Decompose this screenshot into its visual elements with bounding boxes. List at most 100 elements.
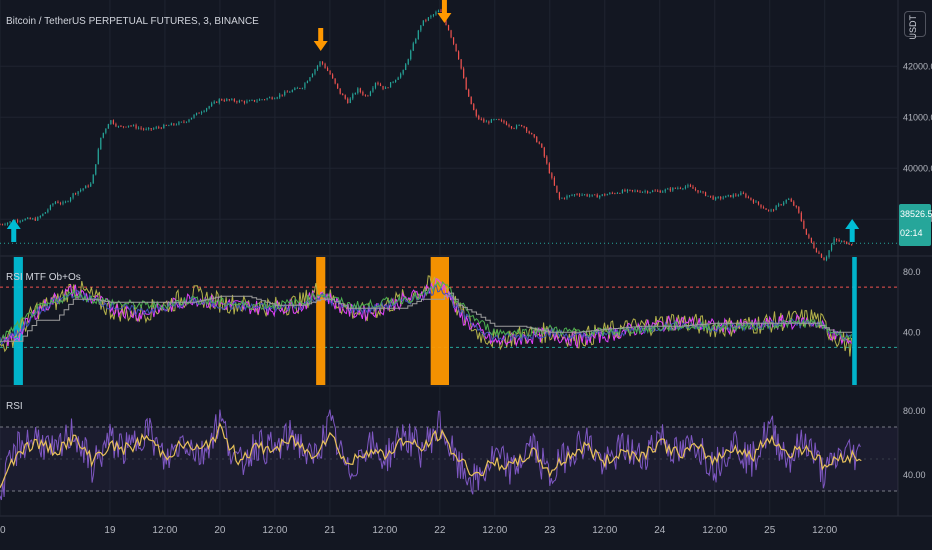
rsi-line	[0, 409, 861, 501]
candle-body	[110, 120, 112, 125]
candle-body	[316, 65, 319, 70]
candle-body	[407, 59, 409, 65]
candle-body	[513, 128, 515, 129]
x-tick-label: 21	[324, 525, 336, 536]
candle-body	[168, 125, 170, 127]
candle-body	[649, 192, 651, 193]
candle-body	[195, 112, 198, 115]
candle-body	[621, 189, 624, 194]
signal-bar	[316, 257, 326, 385]
rsi-label[interactable]: RSI	[6, 401, 23, 412]
candle-body	[228, 99, 230, 101]
candle-body	[561, 197, 563, 199]
candle-body	[77, 191, 79, 195]
candle-body	[521, 125, 523, 127]
x-tick-label: 25	[764, 525, 776, 536]
candle-body	[710, 195, 712, 197]
sell-arrow-shaft	[318, 28, 324, 42]
candle-body	[500, 120, 503, 121]
candle-body	[226, 99, 228, 101]
candle-body	[337, 83, 339, 89]
candle-body	[145, 129, 147, 130]
candle-body	[465, 78, 467, 90]
candle-body	[1, 224, 4, 226]
candle-body	[274, 98, 276, 100]
candle-body	[400, 73, 402, 78]
candle-body	[508, 125, 510, 127]
candle-body	[611, 192, 613, 194]
candle-body	[573, 194, 576, 196]
candle-body	[4, 224, 6, 226]
candle-body	[326, 68, 329, 71]
candle-body	[369, 91, 372, 96]
candle-body	[135, 125, 137, 129]
candle-body	[689, 185, 692, 187]
candle-body	[495, 119, 498, 120]
x-tick-label: 22	[434, 525, 446, 536]
candle-body	[352, 94, 354, 99]
candle-body	[810, 237, 813, 243]
candle-body	[389, 82, 392, 88]
candle-body	[54, 201, 57, 204]
candle-body	[566, 196, 568, 199]
candle-body	[22, 220, 24, 222]
symbol-title[interactable]: Bitcoin / TetherUS PERPETUAL FUTURES, 3,…	[6, 16, 259, 27]
price-pane	[0, 0, 898, 262]
candle-body	[208, 106, 210, 109]
candle-body	[321, 61, 324, 64]
candle-body	[405, 64, 407, 71]
mtf-rsi-line	[0, 292, 853, 342]
candle-body	[468, 89, 470, 97]
candle-body	[594, 194, 596, 196]
candle-body	[773, 209, 775, 211]
candle-body	[246, 101, 248, 103]
candle-body	[402, 70, 404, 74]
candle-body	[692, 186, 694, 189]
candle-body	[841, 241, 843, 243]
currency-button-label: USDT	[908, 15, 918, 40]
candle-body	[39, 215, 41, 218]
candle-body	[730, 195, 732, 198]
candle-body	[473, 104, 475, 110]
candle-body	[576, 194, 578, 196]
candle-body	[727, 195, 729, 196]
candle-body	[553, 177, 555, 186]
candle-body	[211, 103, 213, 107]
candle-body	[125, 126, 127, 128]
candle-body	[279, 94, 281, 98]
currency-button[interactable]: USDT	[904, 11, 926, 40]
candle-body	[82, 188, 84, 190]
candle-body	[571, 195, 573, 197]
sell-arrow-head	[437, 13, 452, 23]
candle-body	[160, 127, 162, 129]
candle-body	[654, 190, 656, 192]
candle-body	[6, 222, 9, 225]
candle-body	[329, 70, 331, 75]
candle-body	[87, 185, 89, 187]
candle-body	[175, 124, 177, 126]
indicator-tick-label: 80.0	[903, 267, 921, 277]
candle-body	[599, 195, 601, 198]
rsi-mtf-label[interactable]: RSI MTF Ob+Os	[6, 272, 81, 283]
candle-body	[364, 94, 366, 96]
candle-body	[122, 126, 125, 128]
candle-body	[682, 188, 684, 190]
candle-body	[475, 109, 477, 116]
candle-body	[44, 212, 46, 214]
candle-body	[213, 101, 215, 104]
candle-body	[677, 188, 679, 189]
candle-body	[92, 174, 94, 184]
sell-arrow-head	[313, 41, 328, 51]
candle-body	[631, 189, 634, 191]
candle-body	[291, 90, 293, 92]
candle-body	[412, 43, 414, 51]
x-tick-label: 24	[654, 525, 666, 536]
candle-body	[238, 100, 240, 103]
candle-body	[503, 120, 505, 123]
candle-body	[299, 88, 301, 89]
candle-body	[712, 196, 714, 200]
candle-body	[452, 37, 455, 44]
candle-body	[586, 194, 588, 197]
candle-body	[132, 125, 135, 126]
